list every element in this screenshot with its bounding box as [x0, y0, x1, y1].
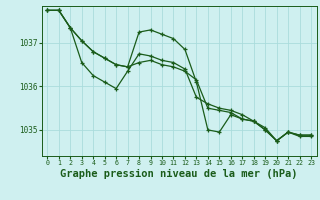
X-axis label: Graphe pression niveau de la mer (hPa): Graphe pression niveau de la mer (hPa): [60, 169, 298, 179]
